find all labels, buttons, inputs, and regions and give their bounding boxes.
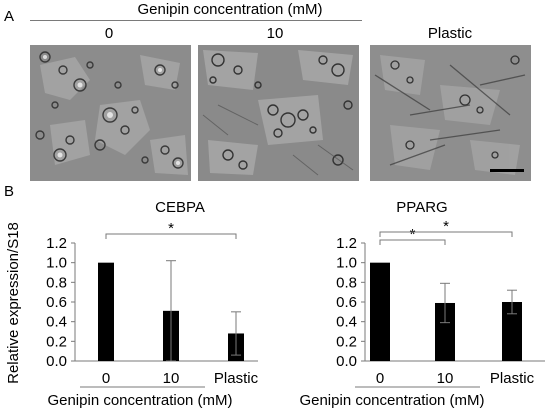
y-tick-label: 0.8: [46, 274, 67, 291]
micrograph-0mm: [30, 45, 191, 181]
x-group-label: Genipin concentration (mM): [47, 392, 232, 409]
y-tick-label: 0.4: [46, 314, 67, 331]
image-column-label-10: 10: [266, 25, 284, 42]
significance-bracket: [105, 233, 237, 239]
y-tick-label: 0.2: [336, 333, 357, 350]
micrograph-plastic: [370, 45, 531, 181]
significance-bracket: [379, 239, 446, 245]
significance-star: *: [410, 226, 416, 243]
y-tick-label: 0.6: [336, 294, 357, 311]
y-tick-label: 1.2: [46, 235, 67, 252]
x-tick-label: 10: [163, 370, 180, 387]
image-column-label-0: 0: [104, 25, 114, 42]
significance-bracket: [379, 231, 513, 237]
image-column-label-plastic: Plastic: [427, 25, 473, 42]
x-group-label: Genipin concentration (mM): [299, 392, 484, 409]
panel-a-label: A: [4, 8, 15, 25]
y-axis-label: Relative expression/S18: [5, 222, 22, 384]
bar: [98, 262, 114, 361]
x-tick-label: 0: [376, 370, 384, 387]
bar: [435, 302, 455, 361]
top-genipin-bracket-line: [30, 20, 362, 21]
y-tick-label: 0.0: [46, 353, 67, 370]
y-tick-label: 1.2: [336, 235, 357, 252]
chart-title: CEBPA: [155, 199, 205, 216]
x-tick-label: Plastic: [490, 370, 535, 387]
panel-b-label: B: [4, 183, 15, 200]
scale-bar: [490, 169, 524, 172]
x-tick-label: Plastic: [214, 370, 259, 387]
chart-cebpa: CEBPA Relative expression/S18 0.0 0.2 0.4 0…: [5, 199, 259, 409]
y-tick-label: 0.8: [336, 274, 357, 291]
bar: [370, 262, 390, 361]
significance-star: *: [443, 218, 449, 235]
significance-star: *: [168, 220, 174, 237]
y-tick-label: 0.2: [46, 333, 67, 350]
chart-pparg: PPARG 0.00.20.40.60.81.01.20 10 Plastic* * …: [299, 199, 545, 409]
y-tick-label: 0.0: [336, 353, 357, 370]
bar: [502, 302, 522, 361]
chart-title: PPARG: [396, 199, 447, 216]
top-genipin-axis-label: Genipin concentration (mM): [137, 1, 323, 18]
y-tick-label: 1.0: [336, 255, 357, 272]
y-tick-label: 0.4: [336, 314, 357, 331]
x-tick-label: 10: [437, 370, 454, 387]
y-tick-label: 0.6: [46, 294, 67, 311]
y-tick-label: 1.0: [46, 255, 67, 272]
micrograph-10mm: [198, 45, 359, 181]
x-tick-label: 0: [102, 370, 110, 387]
